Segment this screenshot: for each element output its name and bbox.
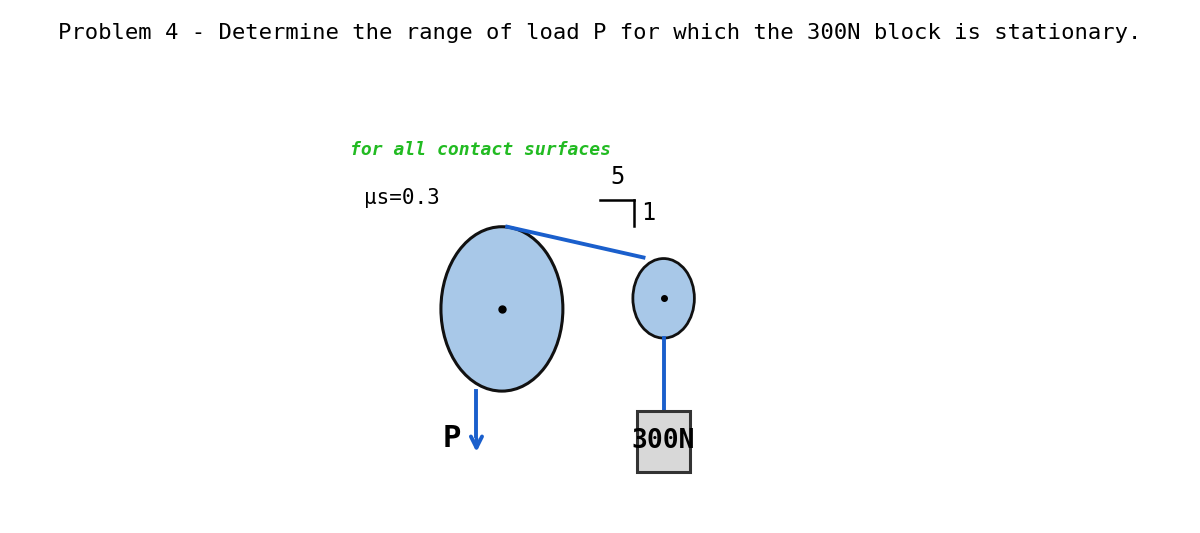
Text: 300N: 300N xyxy=(632,429,695,455)
Text: 5: 5 xyxy=(610,165,624,189)
Text: Problem 4 - Determine the range of load P for which the 300N block is stationary: Problem 4 - Determine the range of load … xyxy=(59,22,1141,43)
Ellipse shape xyxy=(440,227,563,391)
Text: 1: 1 xyxy=(641,201,655,225)
Text: P: P xyxy=(442,424,461,454)
Ellipse shape xyxy=(632,259,695,338)
Text: μs=0.3: μs=0.3 xyxy=(364,188,440,207)
Text: for all contact surfaces: for all contact surfaces xyxy=(349,141,611,159)
FancyBboxPatch shape xyxy=(637,411,690,472)
